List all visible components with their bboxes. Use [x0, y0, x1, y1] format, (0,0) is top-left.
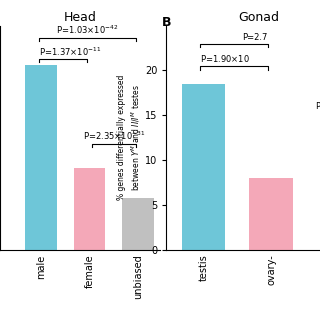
Y-axis label: % genes differentially expressed
between $Y^M$ and $II/I^M$ testes: % genes differentially expressed between…: [117, 75, 142, 200]
Bar: [74, 168, 106, 250]
Bar: [123, 198, 154, 250]
Title: Head: Head: [64, 12, 96, 24]
Text: P=2.35$\times$10$^{-31}$: P=2.35$\times$10$^{-31}$: [83, 130, 145, 142]
Text: P=2.7: P=2.7: [242, 33, 268, 42]
Bar: [181, 84, 226, 250]
Bar: [26, 65, 57, 250]
Text: P=: P=: [315, 102, 320, 111]
Text: B: B: [162, 16, 171, 29]
Text: P=1.90$\times$10: P=1.90$\times$10: [200, 53, 250, 64]
Text: P=1.37$\times$10$^{-11}$: P=1.37$\times$10$^{-11}$: [39, 45, 101, 58]
Bar: [249, 178, 293, 250]
Title: Gonad: Gonad: [239, 12, 280, 24]
Text: P=1.03$\times$10$^{-42}$: P=1.03$\times$10$^{-42}$: [56, 24, 118, 36]
